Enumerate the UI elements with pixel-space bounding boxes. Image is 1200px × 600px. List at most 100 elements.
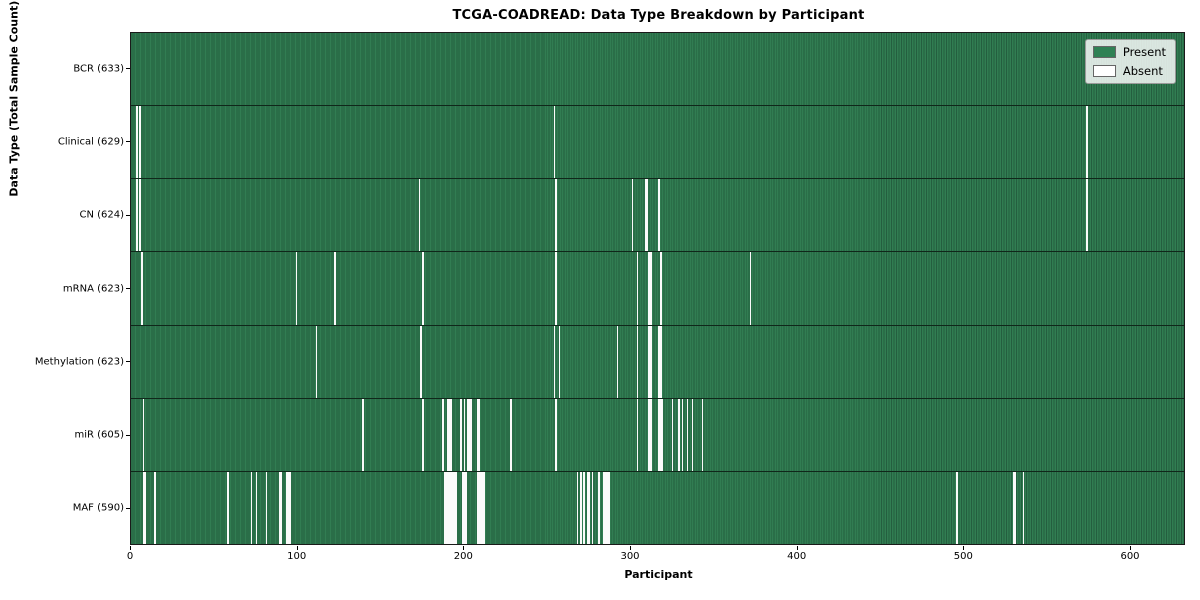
absent-stripe xyxy=(144,471,146,544)
absent-stripe xyxy=(598,471,601,544)
absent-stripe xyxy=(576,471,579,544)
absent-stripe xyxy=(583,471,586,544)
absent-stripe xyxy=(447,471,449,544)
y-tick-mark xyxy=(126,141,130,143)
absent-stripe xyxy=(422,398,424,471)
absent-stripe xyxy=(650,398,652,471)
x-tick-mark xyxy=(796,546,798,550)
absent-stripe xyxy=(450,398,453,471)
absent-stripe xyxy=(659,325,662,398)
absent-stripe xyxy=(285,471,288,544)
absent-stripe xyxy=(659,398,662,471)
present-swatch-icon xyxy=(1092,46,1116,58)
absent-stripe xyxy=(362,398,364,471)
absent-stripe xyxy=(553,106,556,179)
x-tick-label: 600 xyxy=(1120,551,1140,562)
absent-stripe xyxy=(580,471,582,544)
absent-stripe xyxy=(250,471,253,544)
y-tick-label: mRNA (623) xyxy=(62,283,124,294)
legend-entry-present: Present xyxy=(1092,45,1166,59)
heatmap-row-methylation xyxy=(131,325,1184,399)
x-tick-label: 0 xyxy=(126,551,134,562)
absent-stripe xyxy=(555,179,557,252)
absent-stripe xyxy=(1014,471,1016,544)
absent-stripe xyxy=(478,471,481,544)
absent-stripe xyxy=(463,471,466,544)
absent-stripe xyxy=(470,398,472,471)
absent-stripe xyxy=(691,398,694,471)
x-tick-label: 300 xyxy=(620,551,640,562)
absent-swatch-icon xyxy=(1092,65,1116,77)
y-tick-label: Methylation (623) xyxy=(34,356,124,368)
absent-stripe xyxy=(650,325,652,398)
x-tick-label: 500 xyxy=(953,551,973,562)
x-tick-mark xyxy=(1130,546,1131,550)
x-tick-mark xyxy=(463,546,465,550)
absent-stripe xyxy=(140,252,143,325)
absent-stripe xyxy=(477,471,479,544)
absent-stripe xyxy=(483,471,486,544)
absent-stripe xyxy=(681,398,684,471)
x-axis-label: Participant xyxy=(624,568,693,581)
absent-stripe xyxy=(636,325,639,398)
heatmap-row-maf xyxy=(131,471,1184,544)
absent-stripe xyxy=(452,471,454,544)
heatmap-row-clinical xyxy=(131,106,1184,180)
absent-stripe xyxy=(650,252,652,325)
absent-stripe xyxy=(671,398,674,471)
absent-stripe xyxy=(956,471,958,544)
absent-stripe xyxy=(659,252,662,325)
absent-stripe xyxy=(287,471,290,544)
absent-stripe xyxy=(605,471,607,544)
legend-entry-absent: Absent xyxy=(1092,64,1166,78)
absent-stripe xyxy=(558,325,561,398)
absent-stripe xyxy=(603,471,606,544)
absent-stripe xyxy=(265,471,268,544)
x-tick-mark xyxy=(630,546,631,550)
absent-stripe xyxy=(448,398,451,471)
absent-stripe xyxy=(450,471,453,544)
absent-stripe xyxy=(648,325,650,398)
absent-stripe xyxy=(295,252,298,325)
absent-stripe xyxy=(460,398,463,471)
absent-stripe xyxy=(442,398,444,471)
legend-label-present: Present xyxy=(1122,45,1166,59)
absent-stripe xyxy=(1085,179,1088,252)
y-tick-mark xyxy=(126,361,130,363)
absent-stripe xyxy=(462,471,464,544)
absent-stripe xyxy=(606,471,609,544)
absent-stripe xyxy=(586,471,589,544)
chart-title: TCGA-COADREAD: Data Type Breakdown by Pa… xyxy=(452,8,865,23)
absent-stripe xyxy=(553,325,556,398)
absent-stripe xyxy=(510,398,512,471)
absent-stripe xyxy=(646,179,649,252)
absent-stripe xyxy=(333,252,336,325)
absent-stripe xyxy=(648,252,650,325)
absent-stripe xyxy=(154,471,156,544)
absent-stripe xyxy=(447,398,449,471)
absent-stripe xyxy=(591,471,594,544)
absent-stripe xyxy=(448,471,451,544)
x-tick-labels: 0 100 200 300 400 500 600 xyxy=(0,546,1200,564)
absent-stripe xyxy=(422,252,424,325)
absent-stripe xyxy=(588,471,591,544)
y-tick-label: CN (624) xyxy=(79,209,124,221)
absent-stripe xyxy=(555,398,557,471)
x-tick-label: 200 xyxy=(453,551,473,562)
absent-stripe xyxy=(631,179,634,252)
y-tick-mark xyxy=(126,214,130,216)
absent-stripe xyxy=(468,398,471,471)
heatmap-row-bcr xyxy=(131,33,1184,107)
absent-stripe xyxy=(686,398,689,471)
absent-stripe xyxy=(135,179,138,252)
heatmap-row-mir xyxy=(131,398,1184,472)
x-tick-mark xyxy=(130,546,131,550)
absent-stripe xyxy=(701,398,704,471)
absent-stripe xyxy=(443,471,446,544)
x-tick-mark xyxy=(963,546,965,550)
absent-stripe xyxy=(1012,471,1015,544)
y-tick-label: BCR (633) xyxy=(73,63,124,75)
absent-stripe xyxy=(453,471,456,544)
absent-stripe xyxy=(227,471,230,544)
absent-stripe xyxy=(139,106,141,179)
